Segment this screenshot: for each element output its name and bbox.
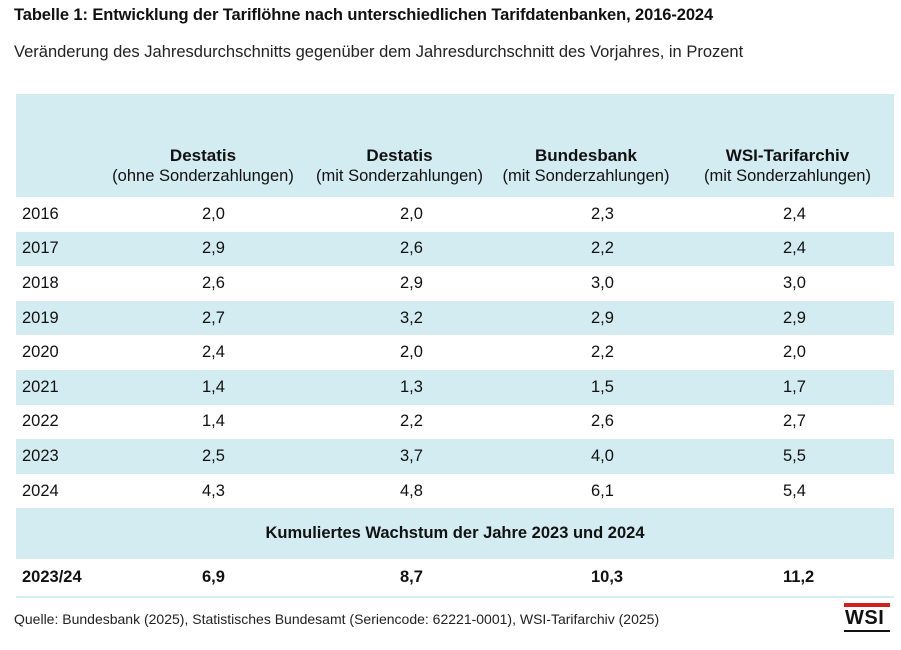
logo-underline (844, 630, 890, 632)
column-name: Bundesbank (534, 146, 638, 165)
value-cell: 2,2 (591, 343, 614, 362)
value-cell: 2,9 (591, 308, 614, 327)
value-cell: 8,7 (400, 568, 423, 587)
value-cell: 2,0 (202, 204, 225, 223)
value-cell: 1,3 (400, 377, 423, 396)
value-cell: 4,3 (202, 481, 225, 500)
value-cell: 5,5 (783, 446, 806, 465)
year-cell: 2023/24 (22, 568, 82, 587)
column-note: (mit Sonderzahlungen) (316, 167, 483, 185)
cumulative-title-row: Kumuliertes Wachstum der Jahre 2023 und … (16, 508, 894, 560)
table-row: 2023 2,5 3,7 4,0 5,5 (16, 439, 894, 474)
logo-text: WSI (845, 607, 885, 629)
value-cell: 3,0 (783, 273, 806, 292)
value-cell: 2,9 (400, 273, 423, 292)
value-cell: 6,1 (591, 481, 614, 500)
value-cell: 2,2 (400, 412, 423, 431)
column-name: WSI-Tarifarchiv (725, 146, 850, 165)
table-subtitle: Veränderung des Jahresdurchschnitts gege… (14, 43, 744, 61)
header-bundesbank: Bundesbank (mit Sonderzahlungen) (491, 94, 681, 197)
value-cell: 2,6 (202, 273, 225, 292)
header-row: Destatis (ohne Sonderzahlungen) Destatis… (16, 94, 894, 197)
value-cell: 2,7 (783, 412, 806, 431)
column-note: (mit Sonderzahlungen) (704, 167, 871, 185)
value-cell: 2,9 (202, 239, 225, 258)
value-cell: 2,2 (591, 239, 614, 258)
year-cell: 2018 (22, 273, 59, 292)
value-cell: 3,2 (400, 308, 423, 327)
year-cell: 2017 (22, 239, 59, 258)
table-row: 2016 2,0 2,0 2,3 2,4 (16, 197, 894, 232)
column-note: (mit Sonderzahlungen) (502, 167, 670, 185)
value-cell: 5,4 (783, 481, 806, 500)
wsi-logo: WSI (844, 603, 890, 633)
table-row: 2017 2,9 2,6 2,2 2,4 (16, 231, 894, 267)
value-cell: 2,4 (783, 239, 806, 258)
header-year (16, 94, 98, 197)
table-row: 2019 2,7 3,2 2,9 2,9 (16, 300, 894, 336)
value-cell: 2,6 (400, 239, 423, 258)
table-row: 2018 2,6 2,9 3,0 3,0 (16, 266, 894, 301)
logo-accent-bar (844, 603, 890, 607)
year-cell: 2024 (22, 481, 59, 500)
value-cell: 1,7 (783, 377, 806, 396)
cumulative-title: Kumuliertes Wachstum der Jahre 2023 und … (265, 524, 645, 543)
value-cell: 2,4 (202, 343, 225, 362)
table-row: 2024 4,3 4,8 6,1 5,4 (16, 474, 894, 509)
table-row: 2022 1,4 2,2 2,6 2,7 (16, 405, 894, 440)
value-cell: 1,4 (202, 377, 225, 396)
value-cell: 2,4 (783, 204, 806, 223)
column-note: (ohne Sonderzahlungen) (112, 167, 294, 185)
value-cell: 2,5 (202, 446, 225, 465)
table-row: 2020 2,4 2,0 2,2 2,0 (16, 335, 894, 370)
value-cell: 2,7 (202, 308, 225, 327)
column-name: Destatis (169, 146, 237, 165)
value-cell: 4,0 (591, 446, 614, 465)
source-note: Quelle: Bundesbank (2025), Statistisches… (14, 611, 660, 627)
year-cell: 2016 (22, 204, 59, 223)
value-cell: 6,9 (202, 568, 225, 587)
table-row: 2021 1,4 1,3 1,5 1,7 (16, 369, 894, 405)
value-cell: 2,0 (400, 343, 423, 362)
value-cell: 2,6 (591, 412, 614, 431)
value-cell: 2,0 (400, 204, 423, 223)
value-cell: 1,5 (591, 377, 614, 396)
value-cell: 4,8 (400, 481, 423, 500)
value-cell: 2,0 (783, 343, 806, 362)
year-cell: 2023 (22, 446, 59, 465)
value-cell: 3,0 (591, 273, 614, 292)
column-name: Destatis (366, 146, 433, 165)
year-cell: 2019 (22, 308, 59, 327)
wage-table: Destatis (ohne Sonderzahlungen) Destatis… (16, 94, 894, 598)
header-wsi: WSI-Tarifarchiv (mit Sonderzahlungen) (681, 94, 894, 197)
header-destatis-mit: Destatis (mit Sonderzahlungen) (308, 94, 491, 197)
year-cell: 2021 (22, 377, 59, 396)
value-cell: 2,9 (783, 308, 806, 327)
header-destatis-ohne: Destatis (ohne Sonderzahlungen) (98, 94, 308, 197)
cumulative-row: 2023/24 6,9 8,7 10,3 11,2 (16, 559, 894, 598)
value-cell: 1,4 (202, 412, 225, 431)
year-cell: 2022 (22, 412, 59, 431)
value-cell: 3,7 (400, 446, 423, 465)
year-cell: 2020 (22, 343, 59, 362)
value-cell: 11,2 (783, 568, 815, 587)
table-title: Tabelle 1: Entwicklung der Tariflöhne na… (14, 6, 714, 24)
value-cell: 10,3 (591, 568, 624, 587)
value-cell: 2,3 (591, 204, 614, 223)
